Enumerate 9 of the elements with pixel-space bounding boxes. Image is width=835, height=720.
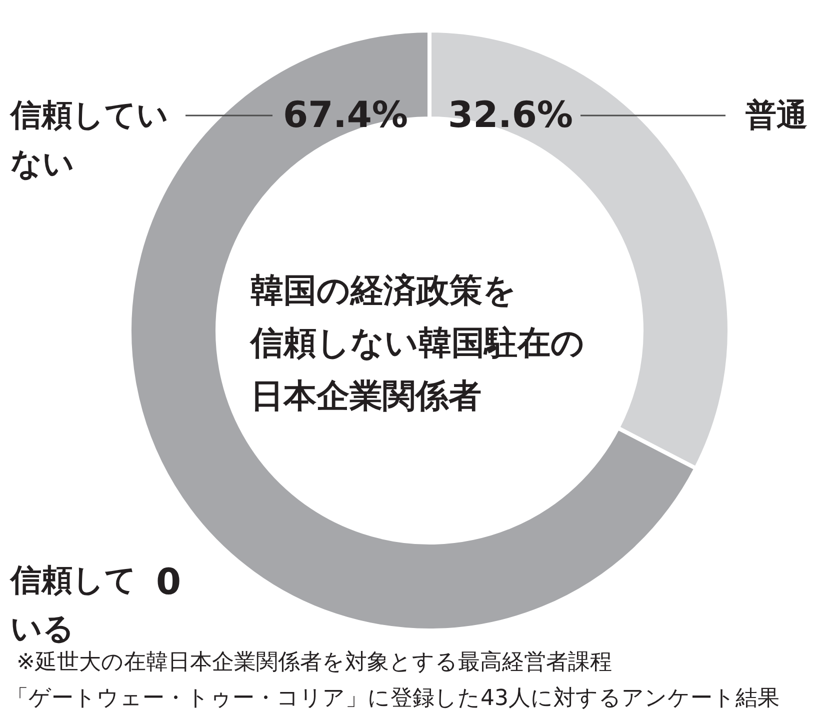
text: 韓国の経済政策を信頼しない韓国駐在の日本企業関係者: [248, 270, 584, 415]
text: ※延世大の在韓日本企業関係者を対象とする最高経営者課程: [16, 650, 612, 675]
text: 0: [156, 562, 182, 603]
category-label: 信頼している: [10, 562, 136, 648]
slice-label: 信頼していない: [10, 98, 168, 182]
text: 「ゲートウェー・トゥー・コリア」に登録した43人に対するアンケート結果: [6, 686, 780, 711]
data-label: 67.4%: [283, 95, 408, 136]
data-label: 32.6%: [448, 95, 573, 136]
slice-label: 普通: [746, 98, 808, 134]
